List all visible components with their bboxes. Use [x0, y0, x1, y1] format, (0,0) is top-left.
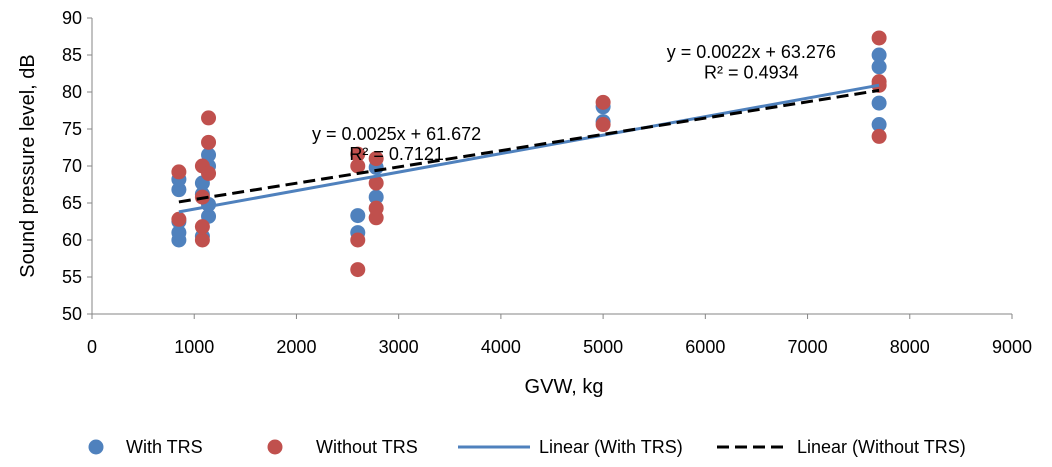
y-tick-label: 80: [62, 82, 82, 102]
data-point-without-trs: [350, 158, 366, 174]
x-tick-label: 2000: [276, 337, 316, 357]
y-tick-label: 90: [62, 8, 82, 28]
x-tick-label: 6000: [685, 337, 725, 357]
legend-label: With TRS: [126, 437, 203, 457]
y-axis-title: Sound pressure level, dB: [17, 54, 39, 277]
trendline-equation-label: R² = 0.4934: [704, 63, 799, 83]
y-tick-label: 65: [62, 193, 82, 213]
data-point-without-trs: [171, 164, 187, 180]
data-point-without-trs: [871, 128, 887, 144]
x-tick-label: 9000: [992, 337, 1032, 357]
plot-marks: [171, 30, 887, 278]
data-point-without-trs: [194, 232, 210, 248]
legend-marker-with-trs: [88, 439, 104, 455]
data-point-with-trs: [871, 47, 887, 63]
y-tick-label: 50: [62, 304, 82, 324]
x-tick-label: 7000: [788, 337, 828, 357]
data-point-with-trs: [871, 59, 887, 75]
data-point-without-trs: [201, 165, 217, 181]
data-point-without-trs: [171, 211, 187, 227]
data-point-without-trs: [871, 30, 887, 46]
x-tick-label: 5000: [583, 337, 623, 357]
data-point-with-trs: [871, 95, 887, 111]
x-tick-label: 8000: [890, 337, 930, 357]
x-axis-title: GVW, kg: [525, 376, 604, 398]
data-point-with-trs: [350, 208, 366, 224]
data-point-without-trs: [201, 134, 217, 150]
x-tick-label: 1000: [174, 337, 214, 357]
data-point-with-trs: [871, 117, 887, 133]
x-tick-label: 3000: [379, 337, 419, 357]
legend-label: Without TRS: [316, 437, 418, 457]
x-tick-label: 4000: [481, 337, 521, 357]
data-point-without-trs: [368, 175, 384, 191]
x-tick-label: 0: [87, 337, 97, 357]
data-point-without-trs: [350, 232, 366, 248]
legend-marker-without-trs: [267, 439, 283, 455]
data-point-without-trs: [368, 200, 384, 216]
legend-label: Linear (Without TRS): [797, 437, 966, 457]
trendline-equation-label: R² = 0.7121: [349, 144, 444, 164]
data-point-with-trs: [171, 225, 187, 241]
data-point-without-trs: [368, 151, 384, 167]
y-tick-label: 70: [62, 156, 82, 176]
data-point-with-trs: [368, 189, 384, 205]
data-point-without-trs: [194, 219, 210, 235]
data-point-with-trs: [171, 182, 187, 198]
data-point-without-trs: [595, 117, 611, 133]
y-tick-label: 85: [62, 45, 82, 65]
axes: 50 55 60 65 70 75 80 85 90 0 1000 2000 3000 4000 5000 6…: [62, 8, 1032, 357]
trendline-equation-label: y = 0.0025x + 61.672: [312, 124, 481, 144]
legend: With TRS Without TRS Linear (With TRS) Line…: [88, 437, 966, 457]
y-tick-label: 60: [62, 230, 82, 250]
data-point-without-trs: [350, 262, 366, 278]
legend-label: Linear (With TRS): [539, 437, 683, 457]
data-point-with-trs: [201, 147, 217, 163]
data-point-without-trs: [595, 94, 611, 110]
y-tick-label: 55: [62, 267, 82, 287]
trendline-equation-label: y = 0.0022x + 63.276: [667, 42, 836, 62]
y-tick-label: 75: [62, 119, 82, 139]
data-point-without-trs: [350, 146, 366, 162]
trendline-without-trs: [178, 88, 880, 204]
data-point-without-trs: [201, 110, 217, 126]
trendline-with-trs: [178, 83, 880, 214]
